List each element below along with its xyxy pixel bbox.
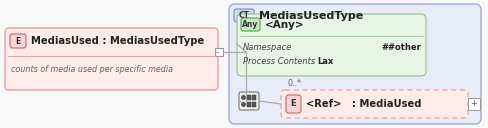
Text: E: E [15,36,20,45]
FancyBboxPatch shape [241,18,260,31]
FancyBboxPatch shape [285,95,301,113]
FancyBboxPatch shape [228,4,480,124]
FancyBboxPatch shape [239,92,259,110]
Text: Process Contents: Process Contents [243,56,315,66]
Text: <Any>: <Any> [264,20,304,30]
Bar [215,48,223,56]
Bar [467,98,479,110]
Text: MediasUsedType: MediasUsedType [259,11,363,21]
Text: Any: Any [242,20,258,29]
FancyBboxPatch shape [281,90,467,118]
Text: E: E [290,99,296,109]
FancyBboxPatch shape [10,34,26,48]
Text: <Ref>   : MediaUsed: <Ref> : MediaUsed [305,99,421,109]
Bar [251,95,255,100]
Text: MediasUsed : MediasUsedType: MediasUsed : MediasUsedType [31,36,204,46]
Bar [251,102,255,107]
Text: Lax: Lax [316,56,332,66]
Bar [246,102,250,107]
Text: +: + [469,99,476,109]
Bar [246,95,250,100]
Text: CT: CT [238,11,249,20]
Text: ##other: ##other [380,42,420,51]
FancyBboxPatch shape [234,9,253,22]
FancyBboxPatch shape [237,14,425,76]
Text: 0..*: 0..* [287,78,302,88]
Text: Namespace: Namespace [243,42,292,51]
Text: counts of media used per specific media: counts of media used per specific media [11,66,173,74]
FancyBboxPatch shape [5,28,218,90]
